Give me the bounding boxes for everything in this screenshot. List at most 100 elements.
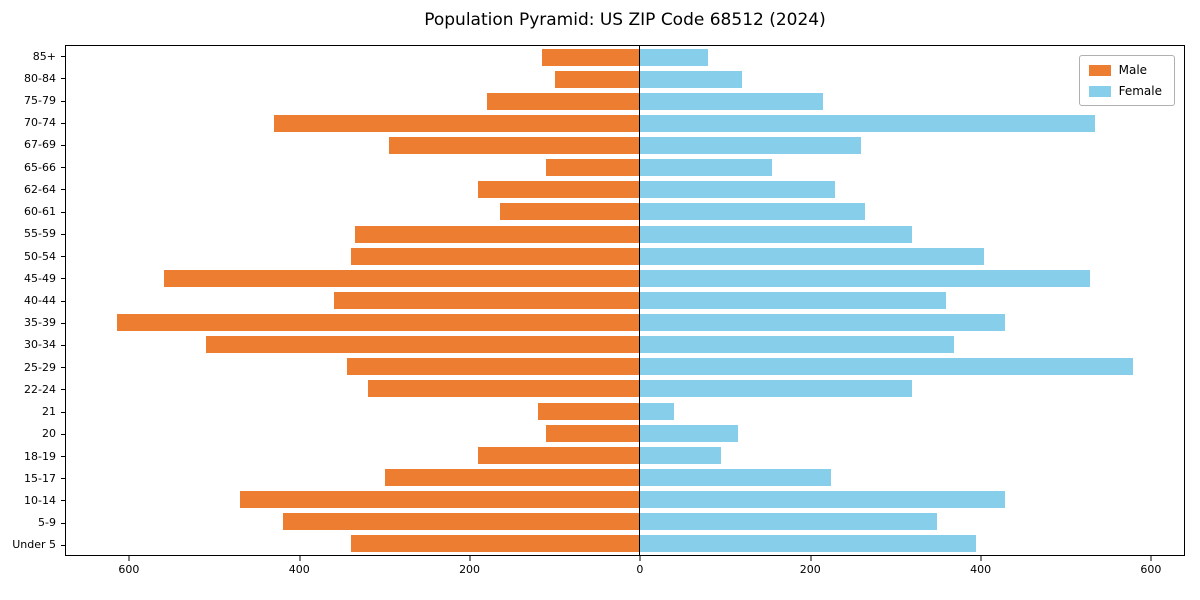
male-half <box>66 289 640 311</box>
legend-label-female: Female <box>1118 84 1162 98</box>
female-half <box>639 533 1184 555</box>
male-half <box>66 466 640 488</box>
y-axis-label: 50-54 <box>0 245 65 267</box>
male-bar <box>240 491 640 509</box>
male-half <box>66 112 640 134</box>
y-axis-label: 22-24 <box>0 378 65 400</box>
bars-container <box>66 46 1184 555</box>
female-half <box>639 444 1184 466</box>
female-bar <box>639 336 955 354</box>
male-swatch-icon <box>1088 64 1111 76</box>
female-half <box>639 312 1184 334</box>
male-bar <box>546 159 640 177</box>
y-axis-label: 15-17 <box>0 467 65 489</box>
female-half <box>639 90 1184 112</box>
female-bar <box>639 247 985 265</box>
plot-area: Male Female <box>65 45 1185 556</box>
y-axis-label: Under 5 <box>0 534 65 556</box>
y-axis-label: 10-14 <box>0 489 65 511</box>
y-axis-label: 20 <box>0 423 65 445</box>
male-bar <box>350 535 640 553</box>
female-bar <box>639 513 938 531</box>
female-bar <box>639 402 674 420</box>
pyramid-row <box>66 334 1184 356</box>
pyramid-row <box>66 312 1184 334</box>
male-bar <box>367 380 640 398</box>
y-axis-label: 85+ <box>0 45 65 67</box>
female-half <box>639 289 1184 311</box>
male-bar <box>486 92 640 110</box>
female-bar <box>639 137 861 155</box>
x-axis-tick-label: 600 <box>118 556 140 576</box>
female-half <box>639 511 1184 533</box>
male-half <box>66 201 640 223</box>
pyramid-row <box>66 179 1184 201</box>
male-bar <box>537 402 640 420</box>
pyramid-row <box>66 422 1184 444</box>
x-axis-ticks: 600 400 200 0 200 400 600 <box>65 556 1185 582</box>
female-bar <box>639 181 836 199</box>
male-half <box>66 334 640 356</box>
male-half <box>66 422 640 444</box>
male-bar <box>274 114 640 132</box>
female-half <box>639 422 1184 444</box>
pyramid-row <box>66 533 1184 555</box>
male-half <box>66 356 640 378</box>
female-half <box>639 356 1184 378</box>
male-bar <box>333 291 640 309</box>
female-bar <box>639 446 721 464</box>
female-half <box>639 378 1184 400</box>
female-bar <box>639 70 742 88</box>
male-half <box>66 312 640 334</box>
female-half <box>639 201 1184 223</box>
x-axis-tick-label: 0 <box>636 556 644 576</box>
male-bar <box>478 446 640 464</box>
legend-item-female: Female <box>1088 84 1162 98</box>
pyramid-row <box>66 289 1184 311</box>
female-bar <box>639 159 772 177</box>
male-bar <box>478 181 640 199</box>
female-half <box>639 334 1184 356</box>
pyramid-row <box>66 90 1184 112</box>
pyramid-row <box>66 489 1184 511</box>
y-axis-label: 25-29 <box>0 356 65 378</box>
y-axis-label: 80-84 <box>0 67 65 89</box>
male-half <box>66 223 640 245</box>
female-bar <box>639 535 976 553</box>
male-half <box>66 157 640 179</box>
y-axis-label: 18-19 <box>0 445 65 467</box>
male-bar <box>346 358 640 376</box>
pyramid-row <box>66 112 1184 134</box>
female-half <box>639 400 1184 422</box>
male-half <box>66 245 640 267</box>
male-half <box>66 489 640 511</box>
male-bar <box>384 468 640 486</box>
pyramid-row <box>66 46 1184 68</box>
y-axis-label: 65-66 <box>0 156 65 178</box>
female-half <box>639 157 1184 179</box>
male-bar <box>117 314 640 332</box>
y-axis-labels: 85+ 80-84 75-79 70-74 67-69 65-66 62-64 60-61 55… <box>0 45 65 556</box>
pyramid-row <box>66 466 1184 488</box>
male-bar <box>546 424 640 442</box>
legend-label-male: Male <box>1118 63 1148 77</box>
female-swatch-icon <box>1088 85 1111 97</box>
male-half <box>66 90 640 112</box>
chart-title: Population Pyramid: US ZIP Code 68512 (2… <box>424 10 826 30</box>
female-bar <box>639 225 912 243</box>
pyramid-row <box>66 157 1184 179</box>
female-bar <box>639 314 1006 332</box>
pyramid-row <box>66 511 1184 533</box>
female-half <box>639 489 1184 511</box>
y-axis-label: 62-64 <box>0 178 65 200</box>
legend: Male Female <box>1078 55 1175 106</box>
pyramid-row <box>66 378 1184 400</box>
y-axis-label: 30-34 <box>0 334 65 356</box>
male-bar <box>542 48 640 66</box>
pyramid-row <box>66 68 1184 90</box>
y-axis-label: 60-61 <box>0 201 65 223</box>
female-half <box>639 68 1184 90</box>
female-bar <box>639 114 1095 132</box>
y-axis-label: 67-69 <box>0 134 65 156</box>
